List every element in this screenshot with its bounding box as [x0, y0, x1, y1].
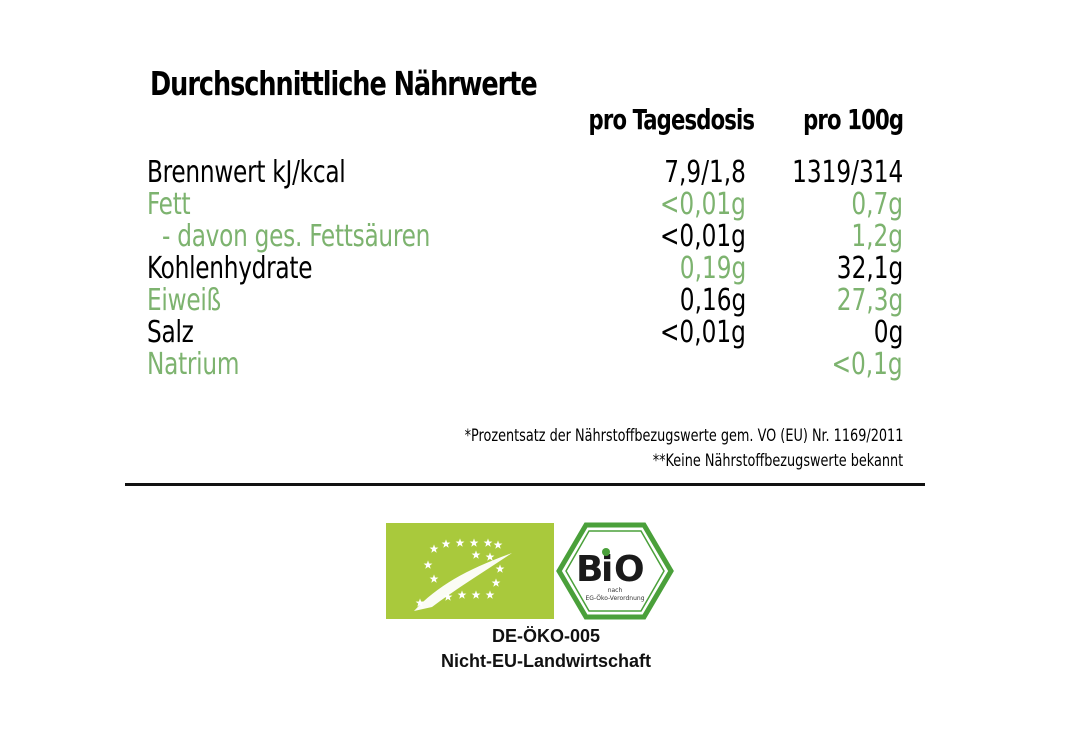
row-value-per-dose: <0,01g [660, 219, 746, 254]
row-value-per-100g: 1319/314 [791, 155, 903, 190]
bio-seal-logo: B i O nach EG-Öko-Verordnung [556, 521, 674, 621]
svg-text:i: i [601, 549, 613, 590]
nutrition-row-salt: Salz <0,01g 0g [0, 315, 1092, 350]
row-value-per-100g: 0,7g [851, 187, 903, 222]
row-label: Fett [147, 187, 191, 222]
bio-hexagon-icon: B i O [556, 522, 674, 620]
row-label: Eiweiß [147, 283, 221, 318]
row-value-per-dose: <0,01g [660, 187, 746, 222]
row-label: Salz [147, 315, 194, 350]
row-label: Brennwert kJ/kcal [147, 155, 346, 190]
row-label: Natrium [147, 347, 240, 382]
nutrition-row-saturated-fat: - davon ges. Fettsäuren <0,01g 1,2g [0, 219, 1092, 254]
nutrition-row-energy: Brennwert kJ/kcal 7,9/1,8 1319/314 [0, 155, 1092, 190]
nutrition-title: Durchschnittliche Nährwerte [150, 64, 538, 103]
bio-seal-text-nach: nach [607, 587, 623, 594]
nutrition-table: Brennwert kJ/kcal 7,9/1,8 1319/314 Fett … [0, 155, 1092, 382]
eu-star-leaf-icon [414, 538, 512, 611]
divider-line [125, 483, 925, 486]
eu-organic-leaf-logo [386, 523, 554, 619]
footnote-no-reference-values: **Keine Nährstoffbezugswerte bekannt [652, 451, 903, 471]
row-value-per-dose: 7,9/1,8 [664, 155, 746, 190]
row-value-per-100g: <0,1g [831, 347, 903, 382]
column-header-per-dose: pro Tagesdosis [588, 103, 754, 136]
row-label: - davon ges. Fettsäuren [162, 219, 431, 254]
row-label: Kohlenhydrate [147, 251, 313, 286]
svg-text:O: O [614, 549, 645, 590]
footnote-reference-values: *Prozentsatz der Nährstoffbezugswerte ge… [464, 426, 903, 446]
svg-text:B: B [576, 549, 603, 590]
organic-control-code: DE-ÖKO-005 [491, 626, 601, 646]
agriculture-origin: Nicht-EU-Landwirtschaft [440, 651, 651, 671]
row-value-per-100g: 27,3g [836, 283, 903, 318]
column-header-per-100g: pro 100g [802, 103, 904, 136]
nutrition-row-fat: Fett <0,01g 0,7g [0, 187, 1092, 222]
row-value-per-100g: 0g [873, 315, 903, 350]
row-value-per-dose: <0,01g [660, 315, 746, 350]
nutrition-row-carbohydrates: Kohlenhydrate 0,19g 32,1g [0, 251, 1092, 286]
row-value-per-100g: 1,2g [851, 219, 903, 254]
bio-seal-text-regulation: EG-Öko-Verordnung [585, 595, 645, 602]
nutrition-row-protein: Eiweiß 0,16g 27,3g [0, 283, 1092, 318]
row-value-per-dose: 0,19g [679, 251, 746, 286]
row-value-per-dose: 0,16g [679, 283, 746, 318]
row-value-per-100g: 32,1g [836, 251, 903, 286]
nutrition-row-sodium: Natrium <0,1g [0, 347, 1092, 382]
